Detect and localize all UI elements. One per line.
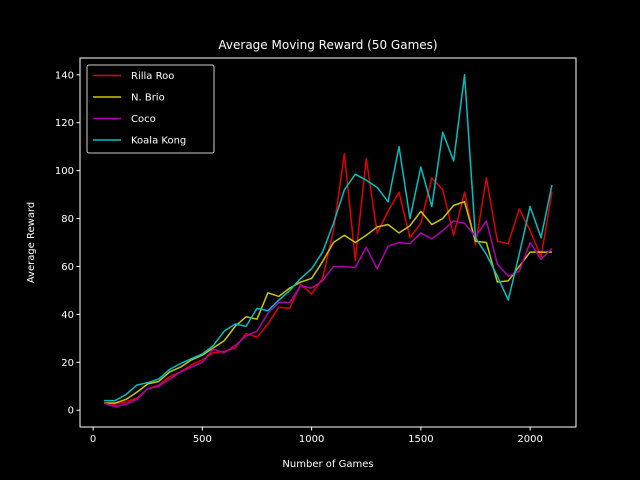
y-tick-label: 80	[61, 214, 74, 225]
plot-lines	[103, 74, 553, 408]
legend-label-n-brio: N. Brio	[131, 93, 165, 104]
y-axis-label: Average Reward	[26, 202, 37, 283]
y-tick-label: 20	[61, 358, 74, 369]
series-line-koala-kong	[104, 74, 553, 402]
x-axis: 0 500 1000 1500 2000	[90, 427, 543, 445]
legend-label-koala-kong: Koala Kong	[131, 136, 186, 147]
y-tick-label: 40	[61, 310, 74, 321]
x-tick-label: 500	[193, 434, 212, 445]
x-tick-label: 2000	[517, 434, 542, 445]
chart-title: Average Moving Reward (50 Games)	[218, 38, 437, 52]
y-tick-label: 0	[68, 406, 74, 417]
x-tick-label: 0	[90, 434, 96, 445]
y-tick-label: 100	[55, 166, 74, 177]
legend-box	[86, 64, 215, 154]
x-tick-label: 1500	[408, 434, 433, 445]
y-tick-label: 140	[55, 70, 74, 81]
x-axis-label: Number of Games	[282, 459, 373, 470]
legend: Rilla Roo N. Brio Coco Koala Kong	[86, 64, 215, 154]
y-tick-label: 60	[61, 262, 74, 273]
legend-label-coco: Coco	[131, 114, 156, 125]
y-tick-label: 120	[55, 118, 74, 129]
plot-frame	[79, 57, 577, 428]
legend-label-rilla-roo: Rilla Roo	[131, 71, 174, 82]
x-tick-label: 1000	[299, 434, 324, 445]
series-line-coco	[103, 220, 553, 408]
y-axis: 0 20 40 60 80 100 120 140	[55, 70, 80, 417]
